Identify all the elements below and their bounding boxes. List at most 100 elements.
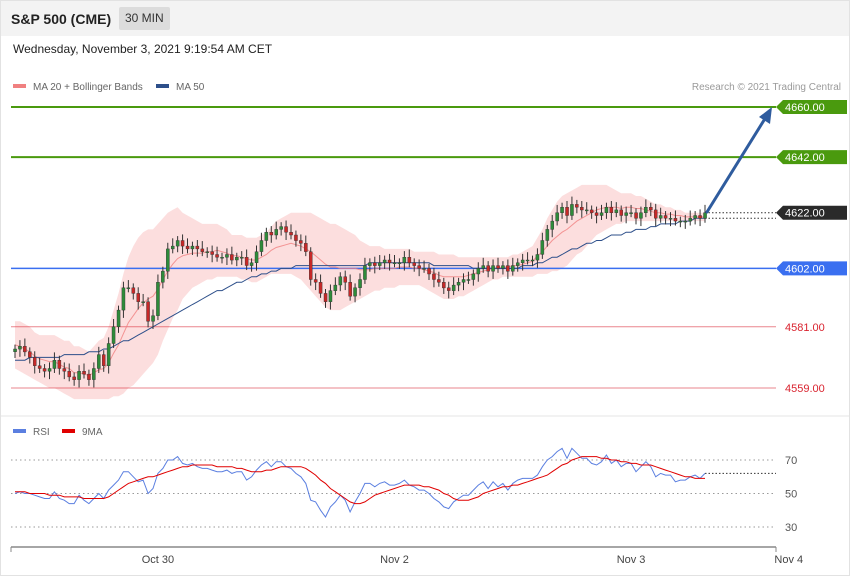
candle: [437, 271, 441, 287]
candle: [486, 261, 490, 278]
candle: [387, 253, 392, 271]
candle: [447, 281, 451, 299]
candle-body-down: [180, 240, 185, 247]
candle: [516, 258, 520, 272]
candle-body-down: [146, 301, 150, 322]
candle: [116, 305, 121, 333]
candle: [284, 220, 288, 240]
candle-body-down: [619, 209, 624, 216]
level-tag-resistance: [776, 100, 847, 114]
candle-body-up: [461, 279, 466, 283]
candle: [506, 259, 510, 279]
candle: [210, 245, 214, 263]
candle: [97, 346, 101, 373]
ma50-line: [15, 217, 705, 361]
candle-body-down: [649, 206, 653, 211]
candle: [358, 273, 362, 296]
candle: [525, 252, 530, 265]
level-label-pivot: 4602.00: [785, 263, 825, 275]
candle-body-up: [451, 284, 456, 291]
candle: [343, 270, 348, 291]
candle: [580, 201, 584, 218]
candle: [72, 372, 76, 386]
candle: [136, 287, 140, 310]
candle-body-up: [264, 231, 269, 241]
candle: [126, 280, 131, 293]
candle: [106, 337, 111, 374]
candle-body-up: [550, 220, 555, 230]
x-tick-label: Nov 2: [380, 554, 409, 566]
candle: [87, 369, 91, 386]
candle-body-up: [516, 262, 520, 266]
candle: [313, 273, 318, 291]
legend-swatch: [156, 84, 169, 88]
legend-swatch: [13, 429, 26, 433]
x-tick-label: Nov 4: [774, 554, 803, 566]
candle: [644, 199, 648, 218]
candle-body-up: [190, 245, 195, 250]
candle-body-down: [373, 262, 377, 266]
candle-body-down: [387, 259, 392, 263]
candle: [491, 259, 495, 279]
candle-body-down: [506, 265, 510, 272]
candle-body-up: [525, 259, 530, 262]
candle-body-down: [407, 257, 412, 264]
candle-body-down: [575, 204, 579, 208]
level-tag-last: [776, 205, 847, 220]
candle: [575, 199, 579, 214]
candle-body-down: [565, 206, 569, 216]
candle-body-up: [520, 259, 525, 263]
candle-body-down: [594, 212, 599, 216]
candle-body-up: [639, 212, 643, 219]
candle-body-up: [141, 301, 145, 303]
candle-body-down: [72, 376, 76, 380]
candle: [432, 267, 436, 288]
candle-body-up: [259, 240, 264, 252]
candle-body-up: [77, 371, 81, 380]
candle-body-down: [437, 279, 441, 283]
instrument-title: S&P 500 (CME): [11, 11, 112, 27]
candle: [323, 288, 328, 308]
candle-body-up: [161, 270, 165, 283]
candle: [28, 347, 32, 364]
candle-body-up: [491, 265, 495, 272]
candle: [220, 252, 224, 264]
candle: [141, 293, 145, 307]
candle-body-up: [658, 215, 663, 219]
candle-body-down: [87, 373, 91, 380]
candle-body-up: [466, 279, 471, 281]
candle: [215, 246, 219, 262]
candle-body-up: [555, 212, 559, 222]
level-tag-resistance: [776, 150, 847, 165]
candle-body-up: [614, 209, 619, 213]
candle: [368, 258, 372, 272]
timeframe-button[interactable]: 30 MIN: [119, 7, 170, 30]
candle-body-up: [368, 262, 372, 266]
candle-body-down: [323, 293, 328, 302]
candle-body-down: [23, 346, 27, 353]
level-label-resistance: 4642.00: [785, 152, 825, 164]
candle-body-up: [151, 315, 155, 322]
level-label-last: 4622.00: [785, 208, 825, 220]
candle: [693, 211, 697, 225]
legend-label: 9MA: [82, 427, 103, 438]
candle-body-down: [673, 218, 678, 222]
legend-label: MA 50: [176, 82, 205, 93]
candle: [599, 204, 604, 220]
candle: [589, 205, 594, 219]
candle: [131, 283, 136, 300]
candle: [309, 247, 313, 286]
candle: [412, 258, 417, 272]
candle: [264, 227, 269, 247]
candle-body-down: [348, 282, 352, 297]
candle: [190, 241, 195, 256]
candle-body-up: [170, 245, 175, 250]
candle: [417, 259, 421, 277]
candle-body-up: [560, 206, 564, 213]
candle-body-up: [111, 326, 116, 344]
candle: [101, 350, 106, 372]
candle-body-down: [412, 262, 417, 266]
candle-body-up: [333, 284, 338, 291]
candle: [545, 224, 550, 247]
candle-body-up: [338, 276, 343, 286]
